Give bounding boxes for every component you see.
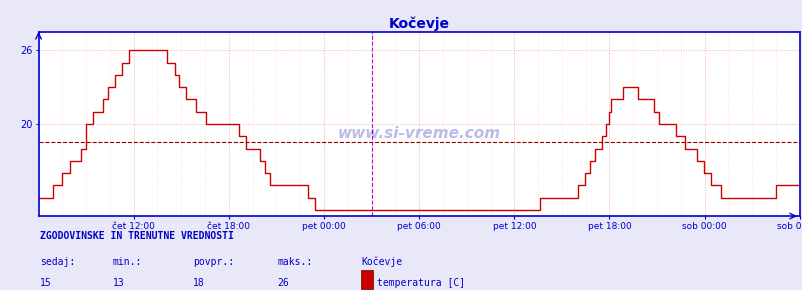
Title: Kočevje: Kočevje bbox=[388, 16, 449, 31]
Text: www.si-vreme.com: www.si-vreme.com bbox=[337, 126, 500, 141]
Text: povpr.:: povpr.: bbox=[192, 257, 233, 267]
Text: sedaj:: sedaj: bbox=[40, 257, 75, 267]
Text: temperatura [C]: temperatura [C] bbox=[377, 278, 465, 288]
Text: Kočevje: Kočevje bbox=[361, 257, 402, 267]
Text: min.:: min.: bbox=[112, 257, 142, 267]
Text: 13: 13 bbox=[112, 278, 124, 288]
Text: 26: 26 bbox=[277, 278, 289, 288]
Text: 18: 18 bbox=[192, 278, 205, 288]
Text: ZGODOVINSKE IN TRENUTNE VREDNOSTI: ZGODOVINSKE IN TRENUTNE VREDNOSTI bbox=[40, 231, 233, 241]
Text: maks.:: maks.: bbox=[277, 257, 312, 267]
Text: 15: 15 bbox=[40, 278, 52, 288]
